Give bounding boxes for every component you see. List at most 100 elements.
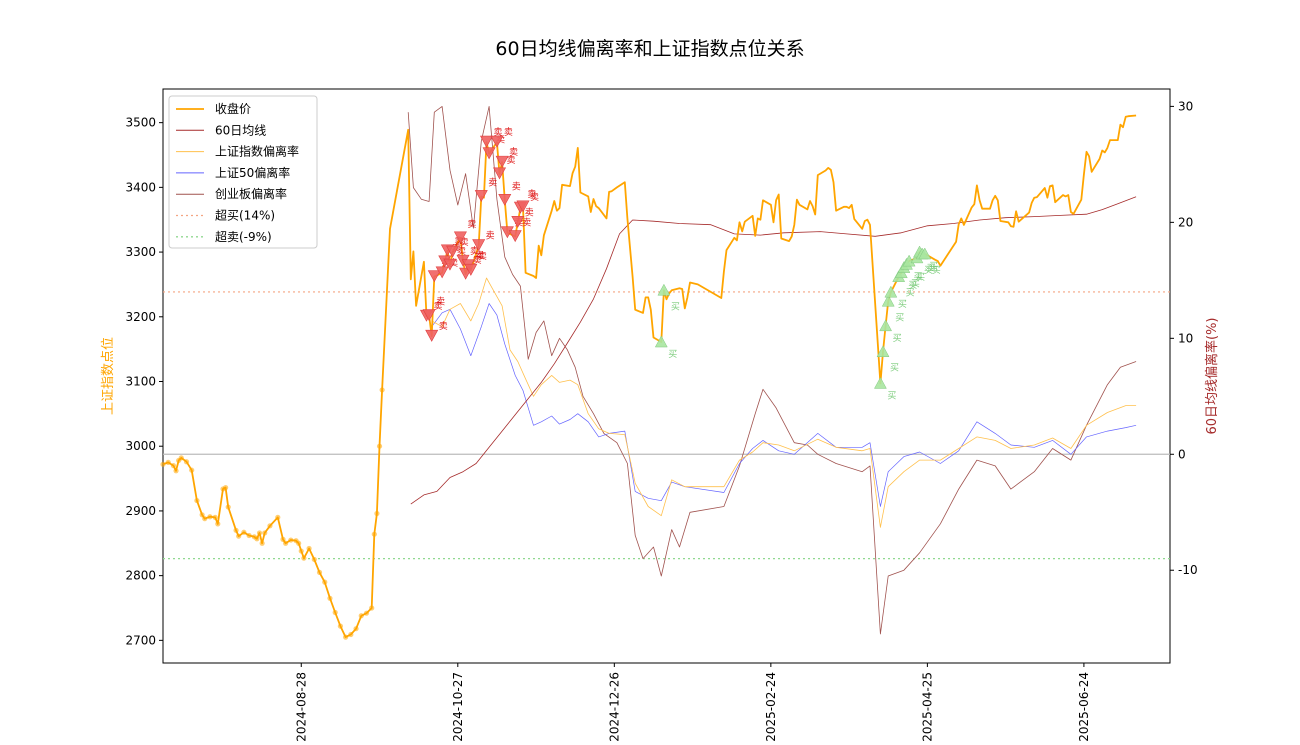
close-dot	[348, 631, 354, 638]
y-left-tick-label: 2900	[125, 504, 156, 518]
sell-label: 卖	[504, 127, 513, 138]
close-dot	[288, 537, 294, 543]
sell-marker	[474, 190, 488, 203]
close-dot	[262, 530, 268, 536]
sell-marker	[516, 200, 530, 213]
sell-marker	[427, 270, 441, 283]
cyb-deviation-line	[407, 106, 1137, 635]
close-dot	[246, 532, 252, 539]
reference-lines	[163, 291, 1170, 560]
legend-label: 超卖(-9%)	[215, 229, 272, 244]
legend-label: 超买(14%)	[215, 208, 275, 223]
sell-marker	[446, 245, 460, 258]
close-dot	[301, 555, 307, 561]
buy-label: 买	[898, 299, 907, 310]
close-dot	[316, 569, 323, 576]
buy-marker	[654, 335, 668, 348]
y-axis-right-label: 60日均线偏离率(%)	[1204, 317, 1220, 434]
sell-label: 卖	[493, 127, 502, 138]
buy-marker	[874, 376, 887, 389]
sell-marker	[479, 135, 493, 148]
x-tick-label: 2025-02-24	[764, 672, 778, 742]
buy-label: 买	[887, 390, 896, 401]
close-dot	[254, 536, 260, 542]
close-dot	[173, 468, 179, 474]
buy-marker	[657, 283, 671, 296]
sell-marker	[511, 216, 525, 228]
buy-label: 买	[924, 265, 933, 276]
sell-marker	[453, 231, 467, 244]
close-dot	[283, 540, 289, 546]
sell-label: 卖	[467, 219, 476, 230]
buy-label: 买	[916, 272, 925, 283]
y-left-tick-label: 3200	[125, 310, 156, 324]
x-tick-label: 2025-04-25	[920, 672, 934, 742]
close-dot	[296, 540, 302, 546]
y-left-tick-label: 3300	[125, 245, 156, 259]
x-tick-label: 2025-06-24	[1077, 672, 1091, 742]
buy-label: 买	[895, 312, 904, 323]
close-dot	[353, 626, 359, 632]
buy-label: 买	[929, 261, 938, 272]
sell-marker	[482, 147, 496, 160]
close-dot	[280, 536, 286, 542]
y-left-tick-label: 3100	[125, 375, 156, 389]
sell-marker	[443, 258, 457, 271]
sell-label: 卖	[488, 177, 497, 188]
sell-marker	[493, 167, 507, 180]
close-dot	[212, 514, 218, 520]
close-dot	[311, 556, 317, 563]
close-dot	[259, 540, 265, 546]
sell-label: 卖	[527, 189, 536, 200]
close-dot	[225, 504, 231, 510]
buy-marker	[918, 247, 932, 260]
y-left-tick-label: 3500	[125, 116, 156, 130]
close-dot	[298, 548, 304, 554]
sell-marker	[422, 309, 436, 322]
buy-label: 买	[914, 271, 923, 282]
x-tick-label: 2024-08-28	[294, 672, 308, 742]
close-dot	[363, 610, 370, 616]
sell-label: 卖	[473, 255, 482, 266]
sz50-deviation-line	[431, 303, 1137, 507]
signal-markers: 卖卖卖卖卖卖卖卖卖卖卖卖卖卖卖卖卖卖卖卖卖卖卖卖卖卖卖买买买买买买买买买买买买买…	[419, 127, 941, 401]
legend-label: 60日均线	[215, 123, 266, 137]
sell-label: 卖	[522, 218, 531, 229]
sell-marker	[495, 155, 509, 168]
sell-label: 卖	[509, 147, 518, 158]
close-dot	[165, 459, 171, 465]
close-dot	[236, 533, 242, 539]
close-dot	[306, 545, 312, 552]
plot-frame	[162, 88, 1171, 664]
close-dot	[223, 485, 229, 491]
buy-label: 买	[893, 333, 902, 344]
chart-title: 60日均线偏离率和上证指数点位关系	[495, 38, 804, 60]
y-left-tick-label: 2700	[125, 633, 156, 647]
close-dot	[343, 634, 349, 640]
legend-box	[168, 95, 318, 249]
buy-label: 买	[911, 279, 920, 290]
y-axis-left-label: 上证指数点位	[101, 337, 116, 415]
buy-label: 买	[906, 288, 915, 299]
sell-marker	[472, 239, 486, 252]
close-dot	[332, 609, 338, 616]
ma60-line	[410, 196, 1137, 505]
buy-marker	[879, 319, 893, 332]
close-dot	[358, 613, 364, 619]
sell-label: 卖	[530, 192, 539, 203]
y-right-tick-label: 20	[1178, 215, 1193, 229]
y-right-tick-label: -10	[1178, 563, 1198, 577]
y-left-tick-label: 3400	[125, 180, 156, 194]
close-dot	[160, 461, 166, 467]
axes: 2700 2800 2900 3000 3100 3200 3300 3400 3500 -10 0…	[125, 99, 1197, 741]
sell-label: 卖	[525, 207, 534, 218]
close-dot	[233, 527, 239, 533]
sh-deviation-line	[431, 277, 1137, 528]
close-dot	[189, 467, 195, 473]
close-dot	[275, 514, 281, 520]
close-dot	[267, 523, 273, 529]
close-dot	[369, 605, 375, 611]
legend-label: 上证50偏离率	[215, 165, 290, 180]
